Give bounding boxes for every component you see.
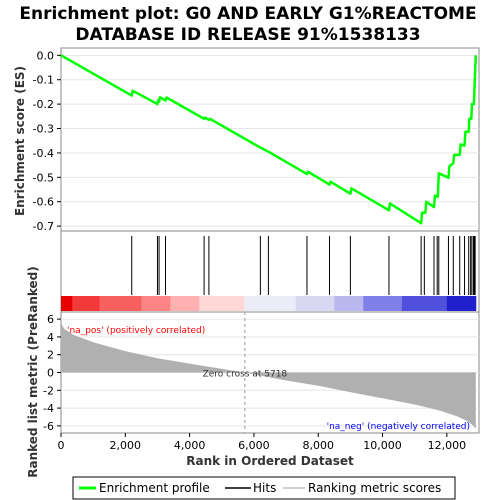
x-tick-label: 6,000	[238, 439, 270, 452]
metric-tick-label: 6	[47, 313, 54, 326]
x-tick-label: 2,000	[110, 439, 142, 452]
metric-tick-label: -4	[43, 402, 54, 415]
es-tick-label: -0.5	[33, 171, 54, 184]
ranking-colorbar	[61, 296, 477, 311]
metric-y-axis-label: Ranked list metric (PreRanked)	[26, 266, 40, 478]
metric-tick-label: 2	[47, 349, 54, 362]
legend-metric-label: Ranking metric scores	[308, 481, 441, 495]
colorbar-segment	[141, 296, 171, 311]
es-tick-label: -0.4	[33, 147, 54, 160]
chart-title-line2: DATABASE ID RELEASE 91%1538133	[75, 25, 420, 45]
es-tick-label: 0.0	[37, 49, 55, 62]
chart-title-line1: Enrichment plot: G0 AND EARLY G1%REACTOM…	[19, 4, 476, 24]
negative-correlation-label: 'na_neg' (negatively correlated)	[327, 422, 470, 432]
colorbar-segment	[401, 296, 448, 311]
metric-tick-label: 4	[47, 331, 54, 344]
x-tick-label: 12,000	[428, 439, 467, 452]
es-panel-frame	[60, 47, 480, 232]
ranking-metric-area	[61, 322, 476, 429]
legend-hits-label: Hits	[253, 481, 276, 495]
colorbar-segment	[199, 296, 245, 311]
x-axis-label: Rank in Ordered Dataset	[186, 454, 354, 468]
es-tick-label: -0.2	[33, 98, 54, 111]
colorbar-segment	[446, 296, 477, 311]
es-y-axis-label: Enrichment score (ES)	[13, 66, 27, 216]
colorbar-segment	[170, 296, 200, 311]
hits-marks	[131, 236, 476, 295]
legend-enrichment-label: Enrichment profile	[99, 481, 210, 495]
zero-cross-label: Zero cross at 5718	[203, 370, 288, 380]
colorbar-segment	[61, 296, 73, 311]
colorbar-segment	[295, 296, 335, 311]
x-ticks: 0 2,000 4,000 6,000 8,000 10,000 12,000	[58, 433, 467, 452]
enrichment-profile-line	[60, 54, 478, 225]
metric-tick-label: -2	[43, 384, 54, 397]
colorbar-segment	[244, 296, 297, 311]
colorbar-segment	[99, 296, 142, 311]
colorbar-segment	[72, 296, 101, 311]
colorbar-segment	[363, 296, 403, 311]
metric-y-ticks: 6 4 2 0 -2 -4 -6	[43, 313, 61, 433]
positive-correlation-label: 'na_pos' (positively correlated)	[67, 326, 205, 336]
colorbar-segment	[334, 296, 364, 311]
x-tick-label: 10,000	[363, 439, 402, 452]
es-tick-label: -0.1	[33, 74, 54, 87]
legend-box	[72, 476, 456, 500]
es-tick-label: -0.7	[33, 220, 54, 233]
es-y-ticks: 0.0 -0.1 -0.2 -0.3 -0.4 -0.5 -0.6 -0.7	[33, 49, 61, 233]
x-tick-label: 0	[58, 439, 65, 452]
x-tick-label: 4,000	[174, 439, 206, 452]
metric-tick-label: 0	[47, 367, 54, 380]
es-tick-label: -0.6	[33, 196, 54, 209]
es-tick-label: -0.3	[33, 123, 54, 136]
metric-tick-label: -6	[43, 420, 54, 433]
x-tick-label: 8,000	[302, 439, 334, 452]
